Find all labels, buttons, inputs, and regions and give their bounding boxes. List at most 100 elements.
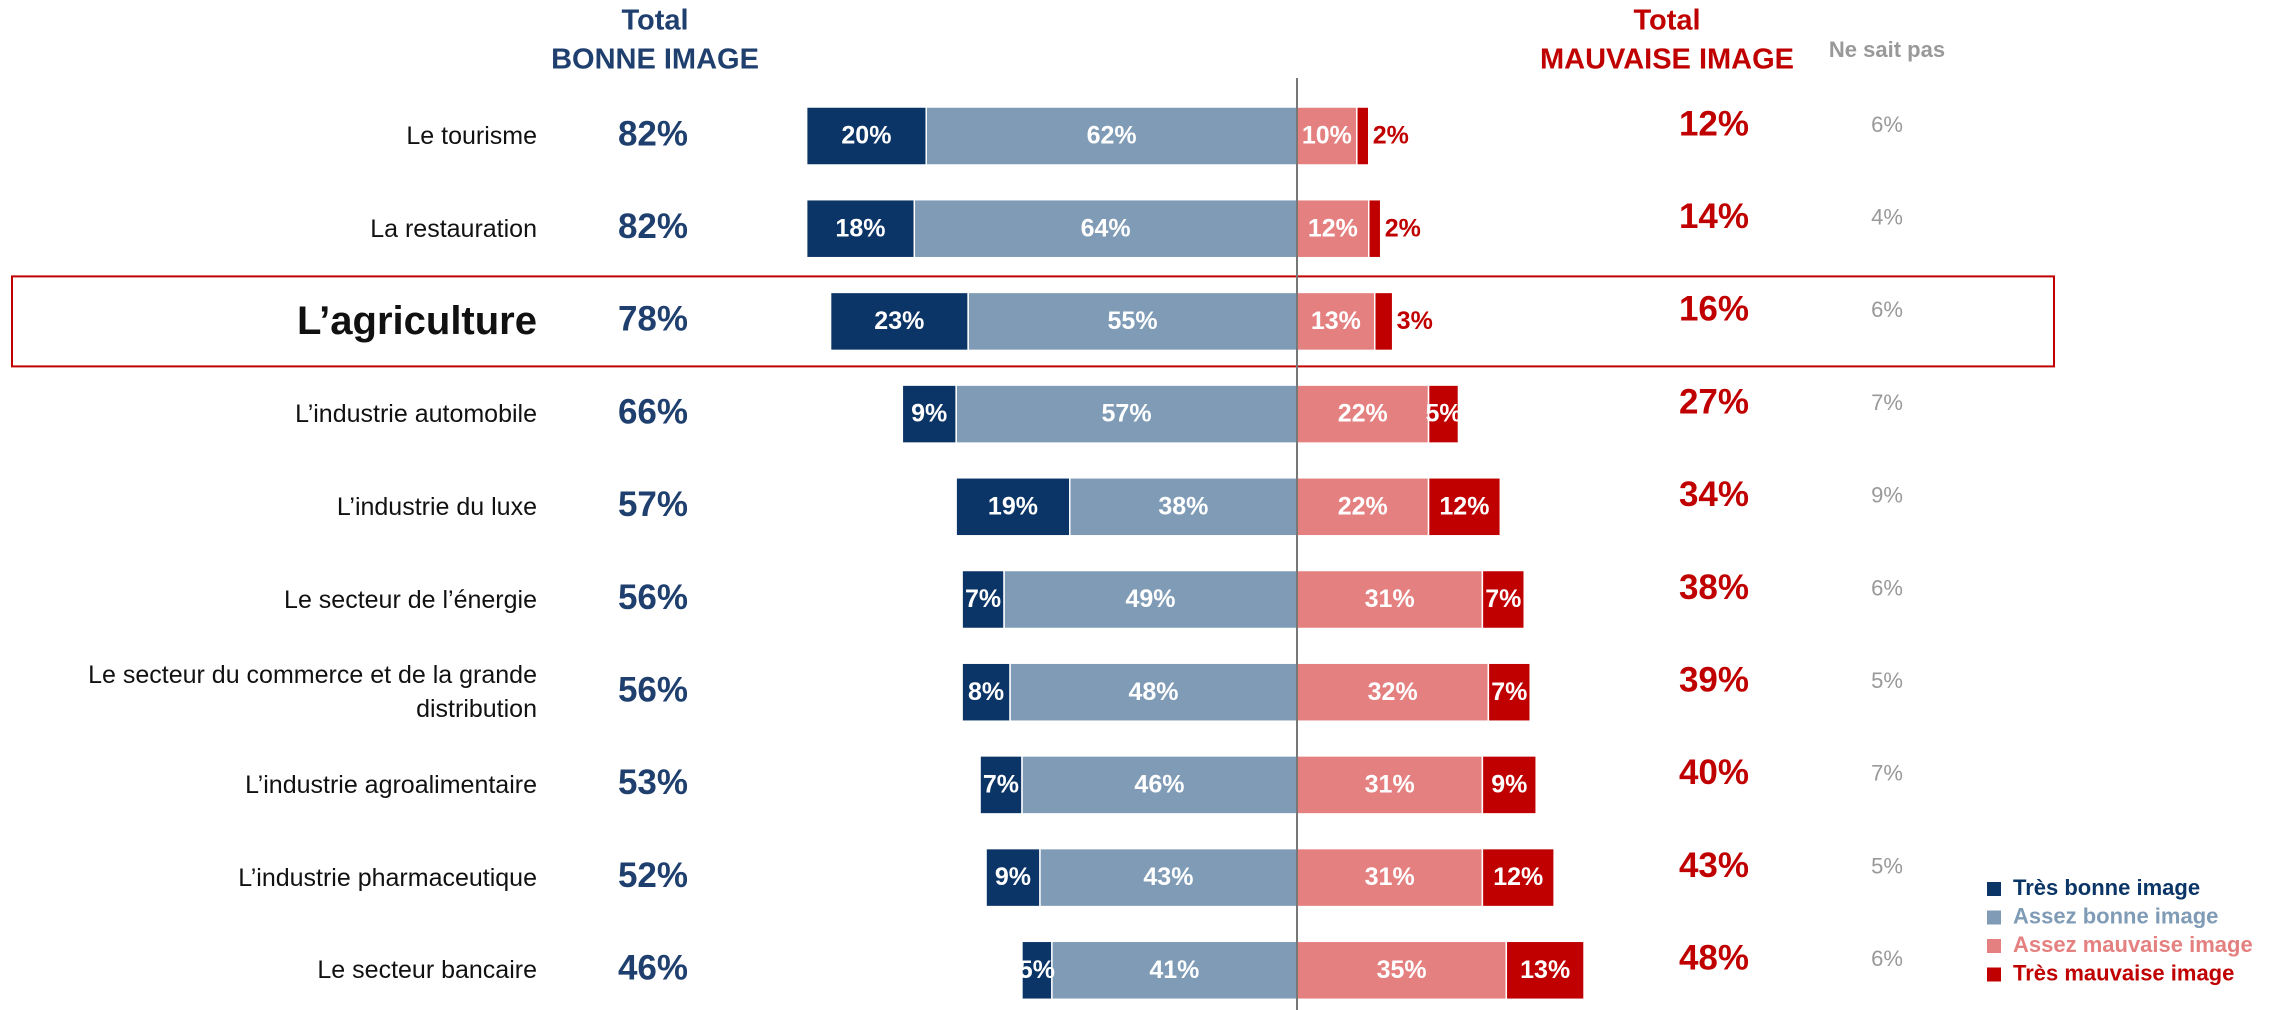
total-bad: 48% <box>1679 939 1749 978</box>
bar-segment <box>1427 477 1502 537</box>
highlight-box <box>11 275 2055 368</box>
legend-label: Assez bonne image <box>2013 903 2218 928</box>
bar-segment <box>1481 569 1525 630</box>
dont-know: 7% <box>1871 761 1903 786</box>
bar-label: 3% <box>1397 307 1433 335</box>
category-label: L’industrie agroalimentaire <box>245 770 537 799</box>
bar-label: 62% <box>1087 122 1137 150</box>
bar-label: 20% <box>841 122 891 150</box>
bar-label: 8% <box>968 678 1004 706</box>
total-good: 82% <box>618 114 688 153</box>
bar-label: 10% <box>1302 122 1352 150</box>
bar-label: 19% <box>988 492 1038 520</box>
bar-label: 7% <box>1485 585 1521 613</box>
bar-segment <box>961 569 1005 630</box>
dont-know: 6% <box>1871 946 1903 971</box>
bar-segment <box>1021 755 1298 815</box>
bar-segment <box>1296 384 1430 444</box>
bar-segment <box>1296 106 1358 166</box>
legend-swatch <box>1987 882 2001 896</box>
bar-label: 43% <box>1143 863 1193 891</box>
total-good: 53% <box>618 763 688 802</box>
legend-swatch <box>1987 967 2001 982</box>
dont-know: 6% <box>1871 112 1903 137</box>
bar-label: 31% <box>1365 771 1415 799</box>
bar-label: 9% <box>911 400 947 428</box>
bar-segment <box>1481 755 1537 815</box>
category-label: L’industrie pharmaceutique <box>238 863 537 892</box>
bar-label: 13% <box>1311 307 1361 335</box>
total-good: 52% <box>618 856 688 895</box>
bar-segment <box>805 106 927 166</box>
total-good: 46% <box>618 949 688 988</box>
bar-label: 2% <box>1385 214 1421 242</box>
dont-know: 5% <box>1871 668 1903 693</box>
bar-label: 49% <box>1125 585 1175 613</box>
bar-label: 48% <box>1128 678 1178 706</box>
bar-segment <box>1296 291 1376 352</box>
total-bad: 12% <box>1679 104 1749 143</box>
bar-label: 31% <box>1365 585 1415 613</box>
bar-label: 31% <box>1365 863 1415 891</box>
total-good: 66% <box>618 392 688 431</box>
total-bad: 43% <box>1679 846 1749 885</box>
bar-label: 32% <box>1368 678 1418 706</box>
bar-segment <box>955 384 1298 444</box>
bar-segment <box>1356 106 1370 166</box>
bar-label: 22% <box>1338 492 1388 520</box>
total-bad: 34% <box>1679 475 1749 514</box>
bar-segment <box>985 847 1041 908</box>
category-label: La restauration <box>370 214 537 243</box>
bar-label: 9% <box>1491 771 1527 799</box>
total-bad: 39% <box>1679 660 1749 699</box>
bar-segment <box>955 477 1071 537</box>
header-dont-know: Ne sait pas <box>1829 37 1945 62</box>
bar-segment <box>1009 662 1298 722</box>
bar-segment <box>1427 384 1460 444</box>
bar-label: 13% <box>1520 956 1570 984</box>
bar-label: 12% <box>1439 492 1489 520</box>
header-bad: Total <box>1633 5 1700 37</box>
category-label: L’industrie automobile <box>295 400 537 429</box>
total-good: 82% <box>618 207 688 246</box>
bar-segment <box>1296 662 1490 722</box>
bar-label: 22% <box>1338 400 1388 428</box>
total-good: 56% <box>618 670 688 709</box>
legend-label: Assez mauvaise image <box>2013 932 2253 957</box>
legend-swatch <box>1987 939 2001 953</box>
bar-label: 46% <box>1134 771 1184 799</box>
total-good: 57% <box>618 485 688 524</box>
total-bad: 40% <box>1679 753 1749 792</box>
bar-label: 41% <box>1149 956 1199 984</box>
category-label: L’industrie du luxe <box>336 492 537 521</box>
category-label: Le secteur du commerce et de la grande d… <box>88 661 537 724</box>
dont-know: 4% <box>1871 205 1903 230</box>
total-good: 56% <box>618 578 688 617</box>
bar-label: 35% <box>1377 956 1427 984</box>
header-good: Total <box>621 5 688 37</box>
bar-segment <box>1487 662 1531 722</box>
header-bad: MAUVAISE IMAGE <box>1540 44 1794 76</box>
bar-label: 5% <box>1019 956 1055 984</box>
bar-segment <box>901 384 957 444</box>
bar-label: 2% <box>1373 122 1409 150</box>
dont-know: 7% <box>1871 390 1903 415</box>
bar-label: 18% <box>835 214 885 242</box>
bar-label: 7% <box>965 585 1001 613</box>
bar-segment <box>805 198 916 259</box>
bar-segment <box>1481 847 1555 908</box>
bar-label: 64% <box>1081 214 1131 242</box>
dont-know: 9% <box>1871 483 1903 508</box>
bar-segment <box>1373 291 1394 352</box>
bar-segment <box>829 291 969 352</box>
legend-label: Très bonne image <box>2013 875 2200 900</box>
legend-swatch <box>1987 910 2001 925</box>
bar-label: 7% <box>983 771 1019 799</box>
bar-label: 55% <box>1108 307 1158 335</box>
total-good: 78% <box>618 300 688 339</box>
bar-label: 23% <box>874 307 924 335</box>
bar-label: 7% <box>1491 678 1527 706</box>
category-label: L’agriculture <box>296 299 537 344</box>
